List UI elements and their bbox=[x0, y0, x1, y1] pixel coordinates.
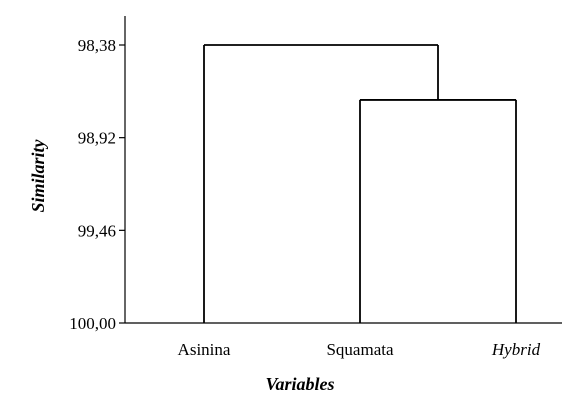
y-tick-label: 100,00 bbox=[69, 314, 116, 333]
y-axis-title: Similarity bbox=[28, 138, 48, 212]
y-tick-label: 99,46 bbox=[78, 221, 116, 240]
x-tick-label: Asinina bbox=[178, 340, 231, 359]
dendrogram-links bbox=[203, 44, 517, 323]
x-tick-labels: Asinina Squamata Hybrid bbox=[178, 340, 541, 359]
axes bbox=[124, 16, 562, 324]
x-tick-label: Hybrid bbox=[491, 340, 541, 359]
y-tick-label: 98,38 bbox=[78, 36, 116, 55]
y-tick-label: 98,92 bbox=[78, 129, 116, 148]
x-axis-title: Variables bbox=[265, 374, 334, 394]
x-tick-label: Squamata bbox=[326, 340, 393, 359]
y-ticks: 98,38 98,92 99,46 100,00 bbox=[69, 36, 125, 333]
